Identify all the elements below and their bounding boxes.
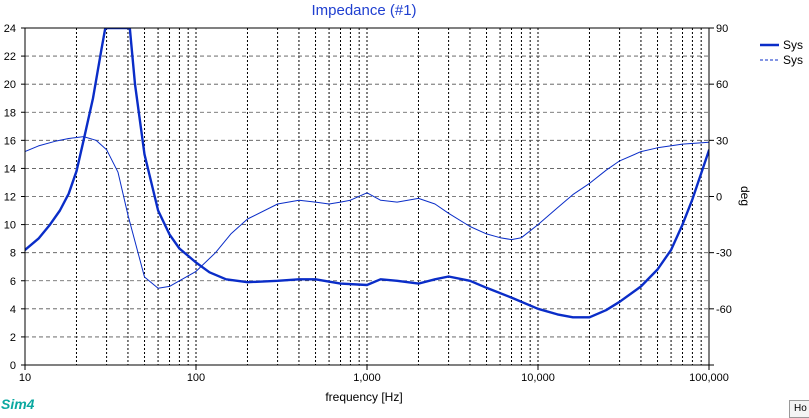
x-tick-label: 100 (187, 372, 205, 384)
series-line-phase (25, 136, 709, 289)
chart-title: Impedance (#1) (311, 2, 416, 19)
y2-axis-label: deg (738, 186, 752, 206)
x-axis-ticks: 10 100 1,000 10,000 100,000 (19, 365, 729, 384)
y-tick-label: 16 (4, 135, 16, 147)
y2-tick-label: 30 (716, 135, 728, 147)
y-tick-label: 8 (10, 248, 16, 260)
y-tick-label: 22 (4, 51, 16, 63)
y-tick-label: 18 (4, 107, 16, 119)
legend-entry: Sys (783, 53, 803, 67)
x-tick-label: 100,000 (689, 372, 729, 384)
y2-tick-label: 0 (716, 192, 722, 204)
y2-tick-label: -30 (716, 248, 732, 260)
corner-button[interactable]: Ho (789, 400, 809, 418)
y-tick-label: 6 (10, 276, 16, 288)
x-tick-label: 10,000 (521, 372, 555, 384)
y2-tick-label: 60 (716, 79, 728, 91)
series-line-impedance (25, 28, 709, 319)
y2-tick-label: -60 (716, 304, 732, 316)
y-tick-label: 20 (4, 79, 16, 91)
series-layer (25, 28, 709, 319)
grid-lines (24, 27, 709, 366)
y-tick-label: 4 (10, 304, 16, 316)
y-tick-label: 14 (4, 163, 16, 175)
y2-axis-ticks: -60 -30 0 30 60 90 (709, 23, 732, 366)
legend-entry: Sys (783, 38, 803, 52)
x-tick-label: 1,000 (353, 372, 381, 384)
x-tick-label: 10 (19, 372, 31, 384)
y-tick-label: 0 (10, 360, 16, 372)
y-tick-label: 2 (10, 332, 16, 344)
y-tick-label: 10 (4, 220, 16, 232)
x-axis-label: frequency [Hz] (325, 390, 402, 404)
y-tick-label: 12 (4, 192, 16, 204)
brand-logo-text: Sim4 (1, 396, 35, 412)
y-tick-label: 24 (4, 23, 16, 35)
y2-tick-label: 90 (716, 23, 728, 35)
